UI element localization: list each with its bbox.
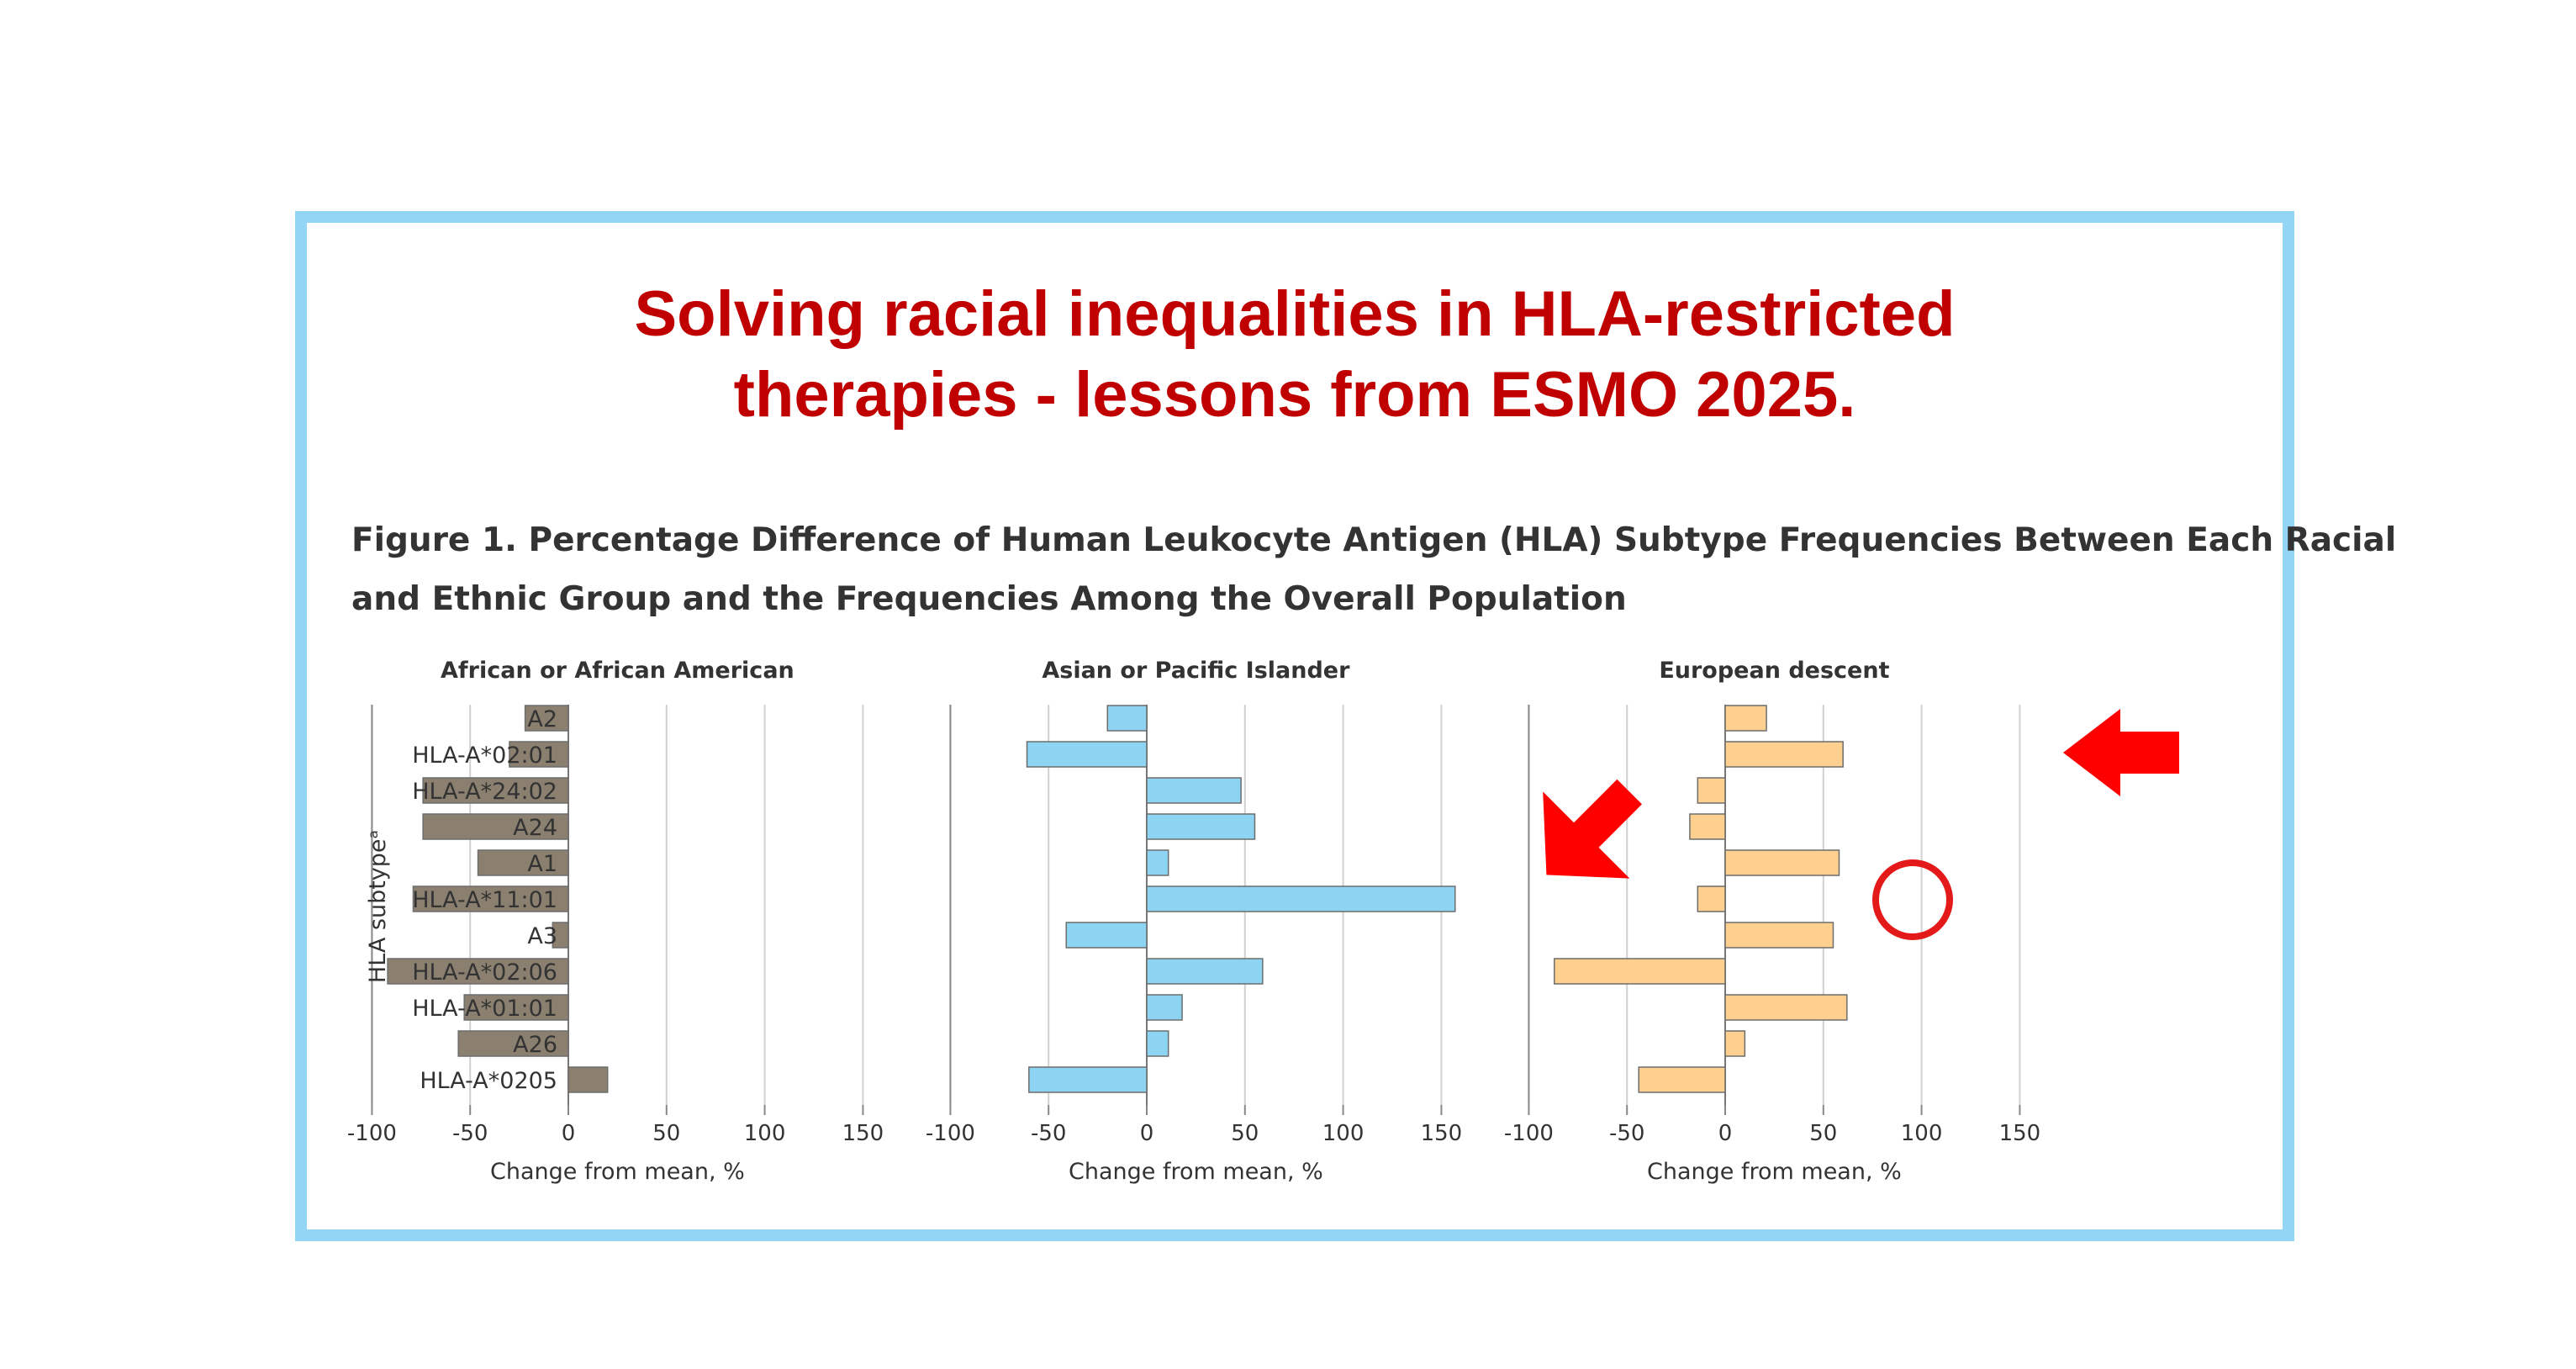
category-label: HLA-A*01:01	[412, 996, 557, 1022]
x-tick-label: 0	[1718, 1121, 1733, 1146]
chart-title: European descent	[1659, 658, 1889, 684]
category-label: A3	[527, 923, 557, 949]
bar-hla-a-11-01	[412, 885, 569, 912]
headline-line-2: therapies - lessons from ESMO 2025.	[733, 359, 1856, 431]
category-label: HLA-A*02:01	[412, 743, 557, 769]
bar-hla-a-01-01	[463, 994, 569, 1021]
x-tick-label: -50	[452, 1121, 488, 1146]
x-tick-label: -50	[1609, 1121, 1644, 1146]
bar-a3	[552, 922, 569, 949]
headline-line-1: Solving racial inequalities in HLA-restr…	[634, 278, 1956, 350]
chart-title: African or African American	[441, 658, 794, 684]
slide-frame	[295, 211, 2294, 1241]
x-tick-label: -100	[1504, 1121, 1554, 1146]
x-tick-label: 100	[1322, 1121, 1365, 1146]
x-tick-label: 50	[1231, 1121, 1259, 1146]
chart-panel-1: -100 -50 0 50 100 150 African or African Ameri…	[347, 658, 884, 1185]
bar-a26	[1146, 1030, 1169, 1057]
x-tick-label: 150	[842, 1121, 884, 1146]
category-label: HLA-A*02:06	[412, 959, 557, 986]
chart-title: Asian or Pacific Islander	[1042, 658, 1350, 684]
bar-a24	[1146, 813, 1256, 840]
x-tick-label: 150	[1421, 1121, 1463, 1146]
bar-a24	[422, 813, 569, 840]
x-tick-label: -50	[1031, 1121, 1066, 1146]
red-arrow-icon	[2063, 709, 2179, 796]
bar-a1	[1724, 849, 1840, 876]
bar-a3	[1065, 922, 1148, 949]
chart-panel-2: -100 -50 0 50 100 150 Asian or Pacific Islande…	[926, 658, 1462, 1185]
figure-caption-line-1: Figure 1. Percentage Difference of Human…	[351, 521, 2397, 559]
x-tick-label: -100	[926, 1121, 975, 1146]
bar-a2	[1106, 705, 1148, 732]
category-label: A1	[527, 851, 557, 877]
category-label: A24	[513, 815, 557, 841]
bar-hla-a-11-01	[1697, 885, 1726, 912]
chart-panel-3: -100 -50 0 50 100 150 European descent Change f…	[1504, 658, 2040, 1185]
red-arrow-icon	[1543, 779, 1642, 879]
bar-a26	[457, 1030, 569, 1057]
red-circle-highlight	[1872, 859, 1953, 940]
x-tick-label: 50	[1809, 1121, 1837, 1146]
bar-hla-a-11-01	[1146, 885, 1456, 912]
x-tick-label: 100	[744, 1121, 786, 1146]
category-label: HLA-A*0205	[420, 1068, 557, 1094]
bar-a24	[1689, 813, 1726, 840]
bar-hla-a-02-01	[509, 741, 569, 768]
bar-hla-a-0205	[1638, 1066, 1726, 1093]
x-tick-label: -100	[347, 1121, 397, 1146]
category-label: HLA-A*11:01	[412, 887, 557, 913]
bar-a3	[1724, 922, 1834, 949]
x-axis-label: Change from mean, %	[1069, 1159, 1323, 1185]
x-tick-label: 50	[652, 1121, 680, 1146]
x-tick-label: 0	[562, 1121, 576, 1146]
bar-hla-a-0205	[1028, 1066, 1148, 1093]
x-tick-label: 150	[1999, 1121, 2041, 1146]
bar-a1	[1146, 849, 1169, 876]
bar-a26	[1724, 1030, 1746, 1057]
x-axis-label: Change from mean, %	[490, 1159, 745, 1185]
bar-hla-a-02-01	[1026, 741, 1148, 768]
bar-a2	[524, 705, 569, 732]
x-tick-label: 100	[1901, 1121, 1943, 1146]
category-label: A26	[513, 1032, 557, 1058]
figure-caption-line-2: and Ethnic Group and the Frequencies Amo…	[351, 580, 1627, 618]
bar-hla-a-01-01	[1146, 994, 1183, 1021]
category-label: A2	[527, 706, 557, 732]
bar-hla-a-02-01	[1724, 741, 1844, 768]
bar-a2	[1724, 705, 1767, 732]
bar-hla-a-24-02	[1146, 777, 1242, 804]
bar-hla-a-24-02	[1697, 777, 1726, 804]
bar-hla-a-01-01	[1724, 994, 1848, 1021]
bar-a1	[477, 849, 569, 876]
bar-hla-a-0205	[567, 1066, 609, 1093]
bar-hla-a-24-02	[422, 777, 569, 804]
x-axis-label: Change from mean, %	[1647, 1159, 1902, 1185]
bar-hla-a-02-06	[387, 958, 569, 985]
x-tick-label: 0	[1140, 1121, 1154, 1146]
bar-hla-a-02-06	[1146, 958, 1264, 985]
bar-hla-a-02-06	[1554, 958, 1726, 985]
y-axis-label: HLA subtypeᵃ	[365, 830, 391, 983]
category-label: HLA-A*24:02	[412, 779, 557, 805]
